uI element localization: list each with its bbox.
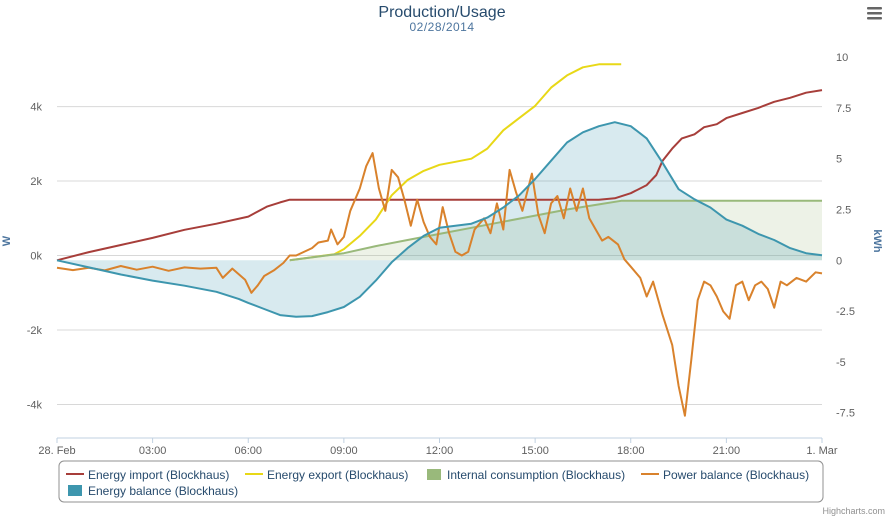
legend-symbol (427, 469, 441, 480)
energy-import-blockhaus-line (56, 89, 823, 262)
energy-export-blockhaus-line (289, 63, 622, 262)
left-axis-title: W (1, 235, 13, 246)
energy-balance-blockhaus-line (56, 121, 823, 318)
right-y-tick-label: -2.5 (836, 306, 855, 318)
x-tick-label: 18:00 (617, 445, 645, 457)
right-y-tick-label: 5 (836, 154, 842, 166)
internal-consumption-blockhaus-area (289, 200, 822, 261)
legend-label: Energy import (Blockhaus) (88, 468, 229, 482)
chart-title: Production/Usage (378, 4, 505, 21)
internal-consumption-blockhaus-line (289, 199, 822, 262)
legend-item-internal-consumption-blockhaus[interactable]: Internal consumption (Blockhaus) (427, 468, 625, 482)
left-y-tick-label: -4k (27, 399, 43, 411)
x-tick-label: 15:00 (521, 445, 549, 457)
legend-item-energy-export-blockhaus[interactable]: Energy export (Blockhaus) (245, 468, 408, 482)
legend: Energy import (Blockhaus) Energy export (… (58, 460, 824, 503)
right-y-tick-label: -5 (836, 357, 846, 369)
right-axis-title: kWh (871, 229, 883, 253)
left-y-tick-label: 0k (30, 251, 42, 263)
area-series-layer (57, 122, 822, 317)
legend-label: Energy balance (Blockhaus) (88, 484, 238, 498)
x-tick-label: 21:00 (713, 445, 741, 457)
line-series-layer (56, 63, 823, 417)
x-tick-label: 09:00 (330, 445, 358, 457)
x-tick-label: 03:00 (139, 445, 167, 457)
energy-balance-blockhaus-area (57, 122, 822, 317)
right-y-tick-label: 7.5 (836, 103, 851, 115)
power-balance-blockhaus-line (56, 152, 823, 417)
hamburger-menu-icon[interactable] (866, 5, 884, 21)
left-y-tick-label: 4k (30, 102, 42, 114)
x-tick-label: 06:00 (234, 445, 262, 457)
legend-item-energy-import-blockhaus[interactable]: Energy import (Blockhaus) (66, 468, 229, 482)
left-y-tick-label: -2k (27, 325, 43, 337)
axes: -4k -2k 0k 2k 4k -7.5 -5 -2.5 0 2.5 5 7.5 10 28. Feb 0… (27, 52, 855, 457)
credits-link[interactable]: Highcharts.com (822, 506, 885, 516)
right-y-tick-label: 2.5 (836, 204, 851, 216)
legend-label: Internal consumption (Blockhaus) (447, 468, 625, 482)
legend-box (58, 460, 824, 503)
legend-symbol (68, 485, 82, 496)
legend-item-energy-balance-blockhaus[interactable]: Energy balance (Blockhaus) (68, 484, 238, 498)
right-y-tick-label: 10 (836, 52, 848, 64)
x-tick-label: 12:00 (426, 445, 454, 457)
legend-item-power-balance-blockhaus[interactable]: Power balance (Blockhaus) (641, 468, 809, 482)
legend-label: Energy export (Blockhaus) (267, 468, 408, 482)
legend-label: Power balance (Blockhaus) (663, 468, 809, 482)
grid-lines (57, 106, 822, 405)
x-tick-label: 28. Feb (38, 445, 75, 457)
chart-subtitle: 02/28/2014 (409, 20, 474, 34)
right-y-tick-label: -7.5 (836, 408, 855, 420)
right-y-tick-label: 0 (836, 255, 842, 267)
left-y-tick-label: 2k (30, 176, 42, 188)
x-tick-label: 1. Mar (806, 445, 838, 457)
